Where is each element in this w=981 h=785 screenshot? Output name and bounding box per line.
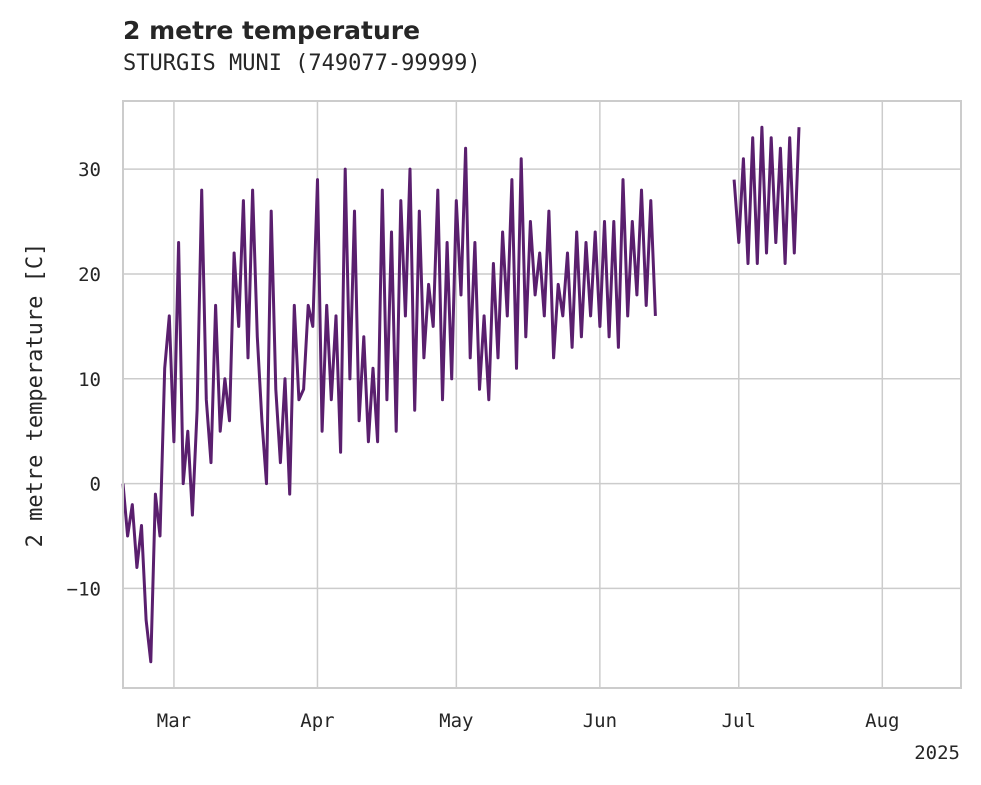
plot-frame [122,100,962,689]
temperature-series-line [121,146,657,664]
chart-subtitle: STURGIS MUNI (749077-99999) [123,51,481,76]
y-tick-label: 10 [78,369,101,391]
x-axis-year-label: 2025 [914,742,960,764]
y-tick-label: −10 [67,578,101,600]
y-tick-label: 20 [78,264,101,286]
temperature-series-line [732,125,801,265]
x-tick-label: May [439,710,473,732]
y-tick-label: 0 [90,474,101,496]
x-tick-label: Aug [865,710,899,732]
chart-title: 2 metre temperature [123,16,421,45]
plot-area [123,101,961,688]
x-tick-label: Jul [722,710,756,732]
x-axis: Mar Apr May Jun Jul Aug [157,710,900,732]
series-layer [121,125,801,664]
grid [123,101,961,688]
y-axis: −10 0 10 20 30 [67,159,101,600]
x-tick-label: Apr [300,710,334,732]
x-tick-label: Mar [157,710,191,732]
y-axis-label: 2 metre temperature [C] [23,243,48,548]
y-tick-label: 30 [78,159,101,181]
x-tick-label: Jun [583,710,617,732]
